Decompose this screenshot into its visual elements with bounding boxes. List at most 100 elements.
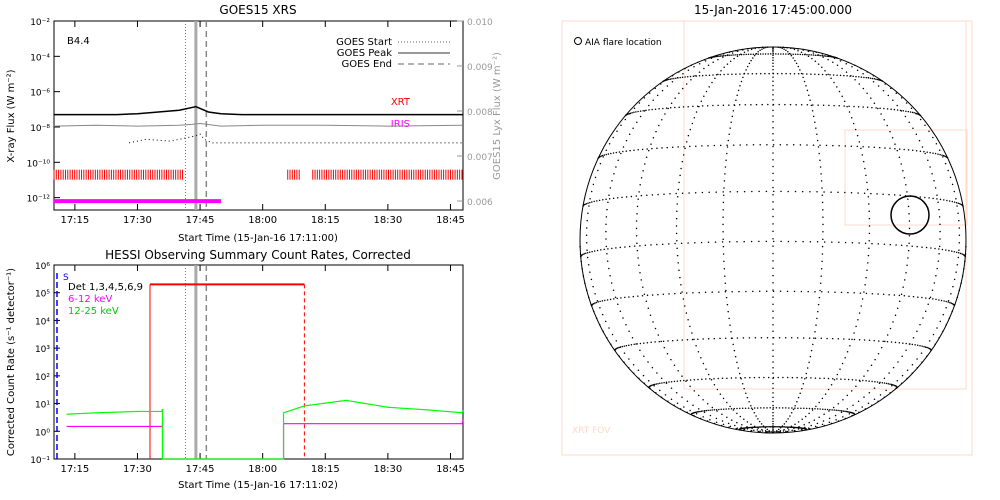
hessi-y-tick-label: 10² (35, 373, 50, 383)
grid-dot-latitude (812, 54, 815, 56)
grid-dot-longitude (908, 242, 910, 244)
grid-dot-longitude (947, 300, 950, 302)
goes-x-tick-label: 17:15 (60, 215, 89, 226)
grid-dot-latitude (594, 302, 596, 304)
grid-dot-latitude (707, 144, 709, 147)
grid-dot-longitude (827, 58, 829, 61)
grid-dot-longitude (836, 64, 839, 67)
grid-dot-latitude (605, 153, 608, 156)
grid-dot-latitude (673, 77, 675, 80)
grid-dot-longitude (860, 305, 862, 307)
grid-dot-longitude (772, 252, 774, 255)
grid-dot-longitude (842, 398, 844, 401)
grid-dot-latitude (898, 148, 901, 150)
grid-dot-latitude (925, 246, 928, 249)
grid-dot-latitude (785, 53, 787, 55)
grid-dot-longitude (681, 160, 684, 163)
grid-dot-latitude (759, 144, 761, 146)
grid-dot-latitude (884, 147, 886, 149)
grid-dot-longitude (608, 327, 610, 329)
grid-dot-longitude (706, 402, 709, 405)
grid-dot-longitude (785, 430, 787, 432)
grid-dot-latitude (671, 339, 674, 342)
grid-dot-latitude (697, 410, 700, 413)
grid-dot-latitude (855, 75, 857, 78)
grid-dot-latitude (780, 53, 782, 55)
grid-dot-latitude (786, 376, 789, 379)
grid-dot-longitude (916, 330, 918, 333)
grid-dot-longitude (738, 372, 741, 375)
grid-dot-longitude (911, 363, 914, 366)
grid-dot-latitude (877, 243, 880, 245)
grid-dot-latitude (650, 341, 652, 344)
grid-dot-latitude (743, 53, 745, 56)
grid-dot-longitude (832, 61, 834, 64)
grid-dot-latitude (598, 199, 601, 202)
grid-dot-latitude (913, 112, 915, 114)
grid-dot-latitude (708, 191, 710, 194)
grid-dot-latitude (667, 340, 669, 342)
grid-dot-longitude (877, 85, 880, 87)
grid-dot-latitude (718, 291, 720, 293)
grid-dot-longitude (936, 194, 938, 196)
grid-dot-latitude (924, 196, 926, 199)
grid-dot-latitude (679, 76, 681, 79)
grid-dot-longitude (716, 410, 718, 412)
grid-dot-latitude (585, 202, 588, 205)
grid-dot-longitude (601, 313, 604, 316)
grid-dot-longitude (757, 430, 760, 433)
grid-dot-latitude (752, 290, 754, 293)
grid-dot-latitude (817, 104, 819, 106)
grid-dot-longitude (898, 300, 901, 303)
grid-dot-longitude (605, 230, 607, 233)
grid-dot-longitude (682, 154, 685, 156)
grid-dot-longitude (772, 415, 774, 417)
grid-dot-longitude (906, 191, 908, 193)
grid-dot-longitude (730, 121, 732, 123)
grid-dot-latitude (615, 151, 618, 154)
grid-dot-longitude (702, 416, 704, 418)
grid-dot-latitude (819, 144, 821, 146)
grid-dot-latitude (840, 291, 843, 294)
grid-dot-latitude (733, 407, 735, 410)
grid-dot-latitude (923, 345, 925, 348)
grid-dot-longitude (879, 394, 882, 396)
grid-dot-longitude (882, 89, 885, 92)
grid-dot-longitude (658, 124, 660, 127)
grid-dot-latitude (865, 76, 868, 79)
grid-dot-latitude (890, 108, 892, 110)
grid-dot-latitude (759, 53, 762, 55)
grid-dot-longitude (953, 278, 956, 281)
grid-dot-latitude (935, 298, 937, 301)
grid-dot-longitude (812, 115, 815, 118)
hessi-x-tick-label: 17:30 (123, 464, 152, 475)
grid-dot-latitude (676, 339, 679, 342)
grid-dot-longitude (772, 427, 774, 429)
grid-dot-longitude (675, 392, 678, 394)
grid-dot-latitude (858, 339, 861, 341)
grid-dot-latitude (765, 290, 768, 293)
grid-dot-latitude (949, 301, 951, 304)
grid-dot-latitude (782, 53, 785, 55)
hessi-x-tick-label: 18:00 (248, 464, 277, 475)
grid-dot-longitude (695, 413, 698, 415)
grid-dot-longitude (772, 104, 774, 106)
grid-dot-latitude (833, 409, 835, 411)
grid-dot-longitude (772, 201, 774, 203)
grid-dot-latitude (596, 200, 598, 202)
grid-dot-longitude (678, 269, 680, 272)
grid-dot-longitude (910, 107, 913, 110)
grid-dot-latitude (779, 290, 782, 293)
grid-dot-latitude (757, 53, 759, 55)
grid-dot-latitude (749, 376, 751, 379)
grid-dot-longitude (852, 404, 854, 406)
grid-dot-latitude (896, 109, 899, 111)
grid-dot-latitude (681, 76, 684, 79)
grid-dot-longitude (796, 401, 798, 403)
grid-dot-longitude (608, 194, 610, 196)
grid-dot-longitude (811, 409, 814, 411)
grid-dot-longitude (814, 60, 817, 62)
grid-dot-longitude (742, 76, 744, 79)
grid-dot-longitude (805, 85, 807, 87)
grid-dot-longitude (679, 174, 681, 177)
